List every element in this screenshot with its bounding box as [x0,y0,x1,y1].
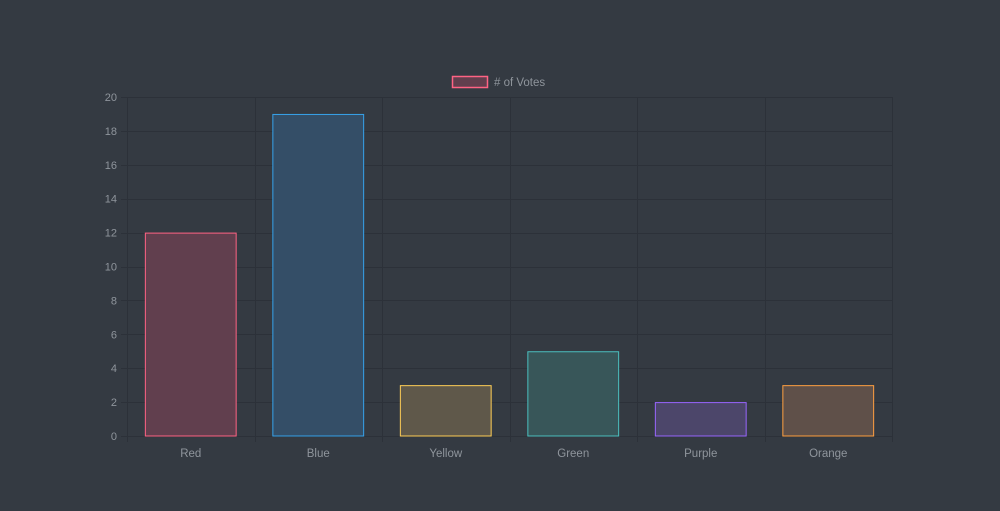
y-tick-label: 14 [105,194,117,206]
y-tick-label: 18 [105,126,117,138]
bar-yellow[interactable] [399,385,492,437]
x-tick-label: Yellow [429,448,463,460]
y-tick-label: 20 [105,92,117,104]
x-tick-label: Red [180,448,201,460]
bar-blue[interactable] [272,113,365,437]
y-tick-label: 2 [111,397,117,409]
bar-orange[interactable] [782,385,875,437]
bar-purple[interactable] [654,402,747,437]
x-tick-label: Blue [307,448,330,460]
bar-red[interactable] [144,232,237,437]
y-tick-label: 6 [111,329,117,341]
bar-green[interactable] [527,351,620,437]
y-tick-label: 12 [105,228,117,240]
legend-label[interactable]: # of Votes [494,77,545,89]
grid-lines [121,97,893,442]
x-tick-label: Orange [809,448,847,460]
x-axis-labels: Red Blue Yellow Green Purple Orange [180,448,847,460]
legend[interactable]: # of Votes [451,75,546,90]
y-axis-ticks: 0 2 4 6 8 10 12 14 16 18 20 [105,92,117,443]
x-tick-label: Green [557,448,589,460]
legend-swatch[interactable] [451,75,489,89]
y-tick-label: 8 [111,295,117,307]
y-tick-label: 10 [105,262,117,274]
y-tick-label: 16 [105,160,117,172]
x-tick-label: Purple [684,448,717,460]
y-tick-label: 0 [111,431,117,443]
y-tick-label: 4 [111,363,117,375]
bars [144,113,875,437]
